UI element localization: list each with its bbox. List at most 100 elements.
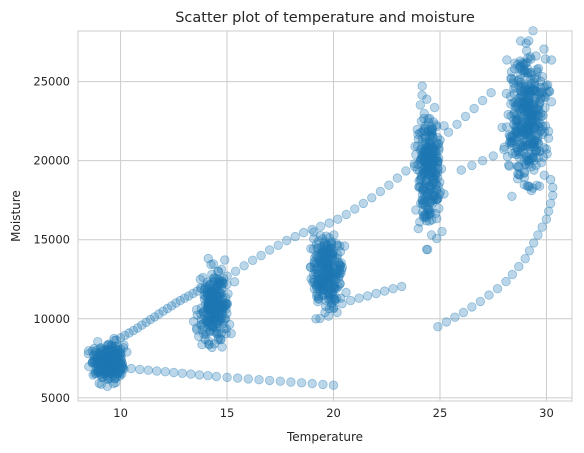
data-point: [538, 110, 548, 121]
data-point: [518, 105, 529, 115]
data-point: [416, 174, 426, 185]
data-point: [420, 155, 431, 165]
data-point: [426, 166, 437, 176]
grid-lines: [78, 31, 572, 401]
data-point: [520, 159, 531, 170]
data-point: [92, 359, 103, 369]
data-point: [223, 289, 233, 299]
data-point: [327, 288, 337, 298]
data-point: [328, 273, 338, 283]
data-point: [519, 102, 529, 113]
data-point: [528, 117, 538, 128]
data-point: [309, 258, 319, 269]
data-point: [421, 138, 432, 149]
data-point: [215, 299, 225, 310]
data-point: [511, 127, 522, 137]
data-point: [166, 301, 177, 311]
data-point: [534, 99, 545, 110]
data-point: [327, 254, 338, 265]
data-point: [111, 345, 122, 355]
data-point: [208, 314, 219, 324]
data-point: [109, 335, 120, 346]
data-point: [116, 355, 127, 365]
data-point: [217, 297, 228, 307]
data-point: [323, 311, 334, 321]
data-point: [309, 227, 319, 237]
data-point: [437, 226, 447, 237]
data-point: [524, 159, 534, 169]
data-point: [313, 268, 323, 278]
data-point: [430, 146, 440, 156]
data-point: [117, 362, 128, 372]
data-point: [210, 314, 220, 324]
data-point: [101, 355, 111, 365]
data-point: [104, 358, 114, 369]
data-point: [542, 149, 552, 159]
data-point: [523, 111, 533, 122]
data-point: [534, 90, 544, 100]
data-point: [419, 167, 430, 178]
data-point: [322, 274, 333, 284]
x-tick-labels: 10 15 20 25 30: [113, 406, 554, 420]
data-point: [100, 365, 111, 375]
data-point: [205, 309, 216, 319]
data-point: [109, 333, 119, 344]
data-point: [217, 278, 227, 289]
data-point: [309, 234, 319, 244]
data-point: [211, 303, 221, 313]
data-point: [177, 368, 188, 379]
data-point: [325, 294, 335, 305]
data-point: [422, 204, 433, 215]
data-point: [111, 348, 121, 358]
data-point: [110, 360, 121, 371]
data-point: [427, 156, 437, 166]
data-point: [511, 149, 522, 160]
data-point: [524, 122, 534, 133]
data-point: [528, 137, 539, 147]
data-point: [429, 186, 440, 197]
data-point: [103, 346, 114, 356]
data-point: [427, 198, 438, 208]
data-point: [308, 269, 319, 280]
data-point: [205, 279, 215, 289]
data-point: [417, 133, 427, 144]
data-point: [105, 345, 116, 356]
data-point: [336, 268, 346, 278]
data-point: [317, 279, 327, 290]
data-point: [330, 260, 340, 271]
data-point: [217, 283, 227, 294]
data-point: [89, 343, 99, 354]
data-point: [522, 107, 532, 117]
data-point: [119, 340, 129, 350]
data-point: [525, 154, 535, 164]
data-point: [434, 143, 444, 153]
data-point: [212, 292, 223, 302]
data-point: [116, 364, 126, 375]
data-point: [423, 169, 434, 179]
data-point: [467, 302, 477, 312]
data-point: [107, 352, 118, 363]
data-point: [309, 262, 320, 272]
data-point: [107, 352, 117, 362]
data-point: [94, 363, 104, 373]
data-point: [93, 352, 103, 362]
data-point: [426, 160, 437, 170]
data-point: [322, 255, 332, 265]
data-point: [514, 152, 525, 163]
data-point: [324, 303, 335, 314]
data-point: [432, 233, 442, 244]
data-point: [208, 303, 219, 314]
data-point: [213, 310, 223, 321]
data-point: [417, 196, 428, 206]
data-point: [432, 156, 443, 166]
data-point: [413, 223, 424, 234]
data-point: [362, 291, 373, 301]
data-point: [201, 315, 212, 325]
data-point: [412, 124, 423, 135]
data-point: [530, 123, 540, 133]
data-point: [530, 115, 541, 125]
data-point: [546, 55, 557, 65]
data-point: [327, 248, 337, 259]
data-point: [515, 62, 525, 72]
data-point: [318, 246, 329, 257]
